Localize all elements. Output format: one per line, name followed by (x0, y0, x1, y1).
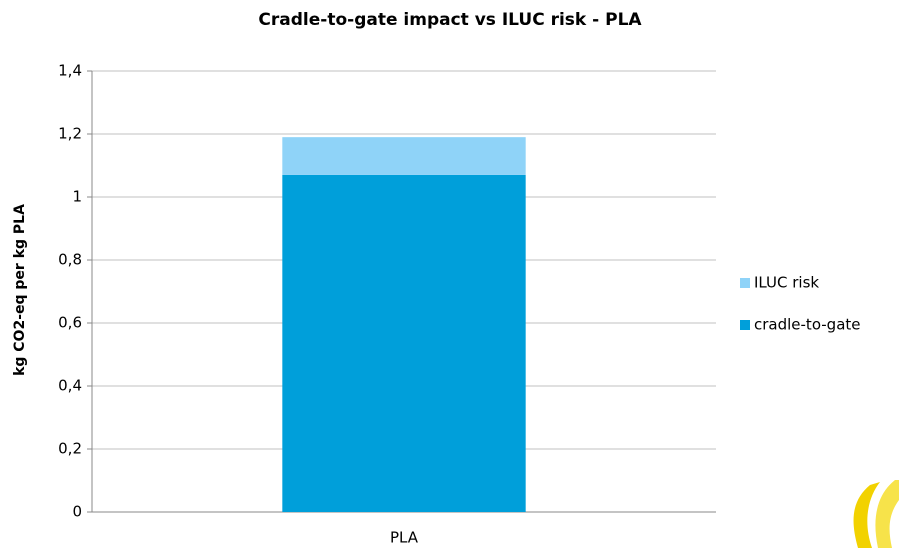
y-tick-label: 0,6 (58, 314, 82, 332)
x-tick-label: PLA (390, 529, 419, 547)
chart-title: Cradle-to-gate impact vs ILUC risk - PLA (258, 10, 642, 30)
bar-segment (282, 137, 526, 175)
y-tick-label: 1,2 (58, 125, 82, 143)
y-tick-label: 0,2 (58, 440, 82, 458)
legend-label: cradle-to-gate (754, 316, 861, 334)
bar-segment (282, 174, 526, 512)
y-tick-label: 1 (72, 188, 82, 206)
legend-label: ILUC risk (754, 274, 819, 292)
y-tick-label: 0 (72, 503, 82, 521)
legend-swatch (740, 320, 750, 330)
legend-swatch (740, 278, 750, 288)
y-axis-label: kg CO2-eq per kg PLA (12, 204, 28, 376)
logo (853, 480, 899, 548)
y-tick-label: 0,8 (58, 251, 82, 269)
y-tick-label: 1,4 (58, 62, 82, 80)
y-tick-label: 0,4 (58, 377, 82, 395)
